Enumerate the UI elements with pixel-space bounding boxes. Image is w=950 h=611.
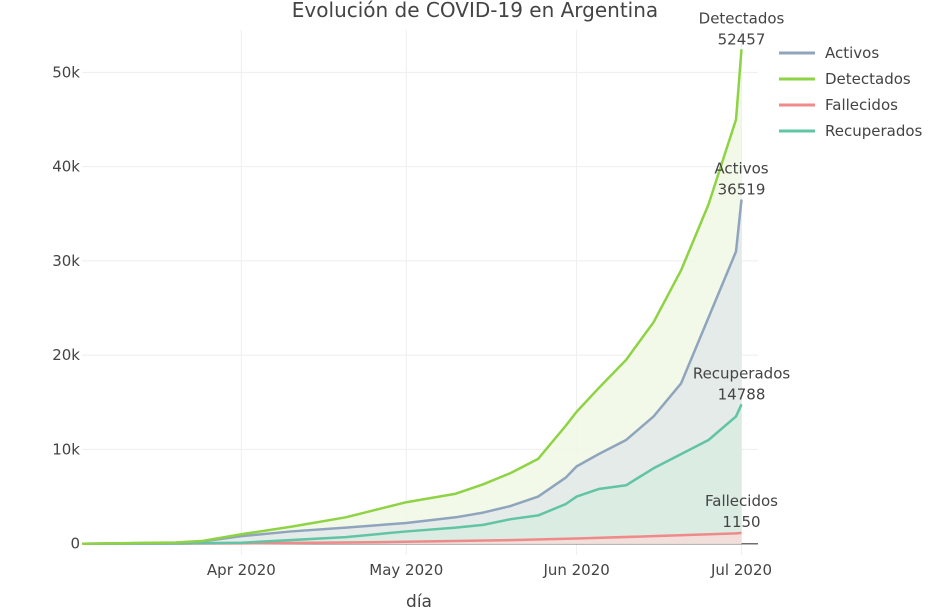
legend-label: Detectados <box>825 70 911 88</box>
legend-label: Fallecidos <box>825 96 898 114</box>
series-lines <box>81 49 743 545</box>
x-tick-label: Apr 2020 <box>207 561 276 579</box>
x-tick-label: Jul 2020 <box>710 561 772 579</box>
line-detectados[interactable] <box>81 49 743 545</box>
y-tick-label: 10k <box>52 440 80 458</box>
x-tick-label: Jun 2020 <box>542 561 609 579</box>
annotation-name: Fallecidos <box>705 492 778 510</box>
legend[interactable]: Activos Detectados Fallecidos Recuperados <box>779 44 923 140</box>
chart-title: Evolución de COVID-19 en Argentina <box>292 0 658 22</box>
legend-item-fallecidos[interactable]: Fallecidos <box>779 96 898 114</box>
legend-item-activos[interactable]: Activos <box>779 44 879 62</box>
line-activos[interactable] <box>81 199 743 545</box>
y-axis-ticks: 0 10k 20k 30k 40k 50k <box>52 63 80 552</box>
area-recuperados <box>82 404 742 544</box>
x-tick-label: May 2020 <box>369 561 443 579</box>
y-tick-label: 40k <box>52 158 80 176</box>
annotation-value: 36519 <box>718 180 766 198</box>
annotation-name: Detectados <box>699 9 785 27</box>
legend-label: Activos <box>825 44 879 62</box>
annotation-value: 14788 <box>718 385 766 403</box>
legend-item-recuperados[interactable]: Recuperados <box>779 122 923 140</box>
y-tick-label: 50k <box>52 63 80 81</box>
annotation-name: Recuperados <box>693 364 791 382</box>
annotations: Detectados 52457 Activos 36519 Recuperados 14… <box>693 9 791 531</box>
area-fallecidos <box>82 532 742 544</box>
annotation-value: 1150 <box>722 513 760 531</box>
legend-item-detectados[interactable]: Detectados <box>779 70 911 88</box>
annotation-value: 52457 <box>718 30 766 48</box>
legend-label: Recuperados <box>825 122 923 140</box>
area-fills <box>82 49 742 544</box>
y-tick-label: 30k <box>52 252 80 270</box>
y-tick-label: 0 <box>70 535 80 553</box>
line-recuperados[interactable] <box>81 403 743 545</box>
x-axis-ticks: Apr 2020 May 2020 Jun 2020 Jul 2020 <box>207 561 772 579</box>
area-detectados <box>82 49 742 544</box>
x-axis-title: día <box>406 592 432 611</box>
y-tick-label: 20k <box>52 346 80 364</box>
annotation-name: Activos <box>714 159 768 177</box>
